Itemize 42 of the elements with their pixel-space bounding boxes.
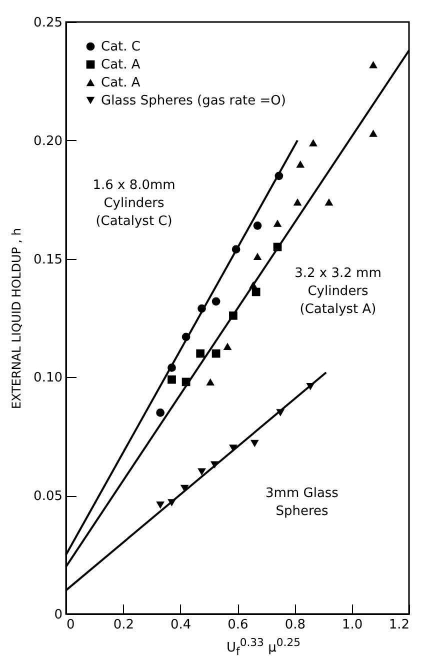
x-tick-label: 0 (66, 618, 75, 632)
point (296, 160, 305, 168)
x-tick-label: 1.2 (388, 618, 410, 632)
legend-label: Cat. A (101, 58, 140, 72)
y-axis-title: EXTERNAL LIQUID HOLDUP , h (10, 228, 24, 410)
x-tick-label: 1.0 (342, 618, 363, 632)
x-tick-label: 0.6 (228, 618, 248, 632)
point (212, 349, 220, 358)
point (156, 501, 165, 509)
point (198, 468, 206, 476)
x-tick-label: 0.8 (284, 618, 306, 632)
point (156, 408, 165, 417)
legend-label: Cat. A (101, 76, 140, 90)
point (212, 297, 220, 306)
x-tick-label: 0.2 (113, 618, 134, 632)
legend-label: Cat. C (101, 40, 140, 54)
x-tick-label: 0.4 (170, 618, 192, 632)
point (168, 375, 176, 384)
point (253, 252, 262, 260)
y-tick-label: 0.10 (34, 370, 62, 386)
point (273, 220, 282, 227)
point (252, 288, 260, 296)
point (196, 349, 205, 358)
legend-label: Glass Spheres (gas rate =O) (101, 94, 286, 108)
annotation: 1.6 x 8.0mm Cylinders (Catalyst C) (92, 178, 176, 229)
annotation: 3.2 x 3.2 mm Cylinders (Catalyst A) (294, 266, 382, 317)
point (293, 198, 302, 206)
point (223, 342, 232, 350)
y-tick-label: 0.05 (34, 489, 62, 504)
point (206, 378, 215, 386)
y-tick-label: 0.20 (34, 134, 62, 149)
x-axis-title: U$_{f}$$^{0.33}$ μ$^{0.25}$ (226, 636, 302, 658)
point (369, 61, 378, 68)
point (369, 130, 378, 137)
y-tick-label: 0.15 (34, 252, 62, 268)
point (250, 440, 259, 448)
point (324, 198, 334, 206)
point (309, 139, 318, 146)
y-tick-label: 0 (54, 608, 62, 622)
annotation: 3mm Glass Spheres (266, 486, 339, 519)
y-tick-label: 0.25 (34, 16, 62, 30)
point (253, 221, 262, 230)
